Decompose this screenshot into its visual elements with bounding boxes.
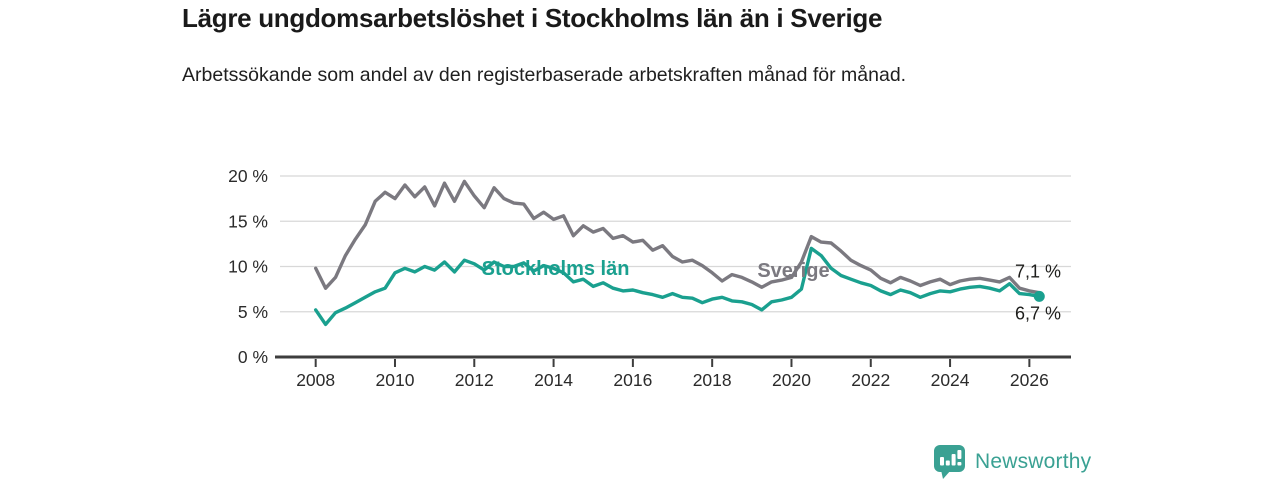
series-label: Stockholms län	[482, 258, 630, 280]
newsworthy-logo-icon	[934, 445, 965, 479]
y-tick-label: 5 %	[238, 302, 268, 322]
x-tick-label: 2014	[534, 370, 573, 390]
series-line-sverige	[313, 179, 1041, 295]
x-tick-label: 2020	[772, 370, 811, 390]
x-tick-label: 2012	[455, 370, 494, 390]
x-tick-label: 2022	[851, 370, 890, 390]
y-tick-label: 10 %	[228, 257, 268, 277]
y-tick-label: 15 %	[228, 211, 268, 231]
y-tick-label: 20 %	[228, 166, 268, 186]
end-value-label: 7,1 %	[1015, 262, 1061, 282]
newsworthy-logo-text: Newsworthy	[975, 450, 1092, 473]
x-tick-label: 2016	[613, 370, 652, 390]
chart-subtitle: Arbetssökande som andel av den registerb…	[182, 64, 907, 86]
x-tick-label: 2008	[296, 370, 335, 390]
series-line-stockholms-län	[313, 246, 1041, 327]
y-tick-label: 0 %	[238, 347, 268, 367]
x-tick-label: 2018	[693, 370, 732, 390]
newsworthy-brand: Newsworthy	[933, 444, 1091, 480]
x-tick-label: 2026	[1010, 370, 1049, 390]
page-title: Lägre ungdomsarbetslöshet i Stockholms l…	[182, 3, 883, 33]
x-tick-label: 2024	[931, 370, 970, 390]
x-tick-label: 2010	[376, 370, 415, 390]
series-end-dot	[1033, 290, 1045, 302]
end-value-label: 6,7 %	[1015, 303, 1061, 323]
series-label: Sverige	[757, 260, 829, 282]
youth-unemployment-line-chart: 2008 2010 2012 2014 2016 2018 2020 2022 2024 2026…	[228, 166, 1071, 390]
